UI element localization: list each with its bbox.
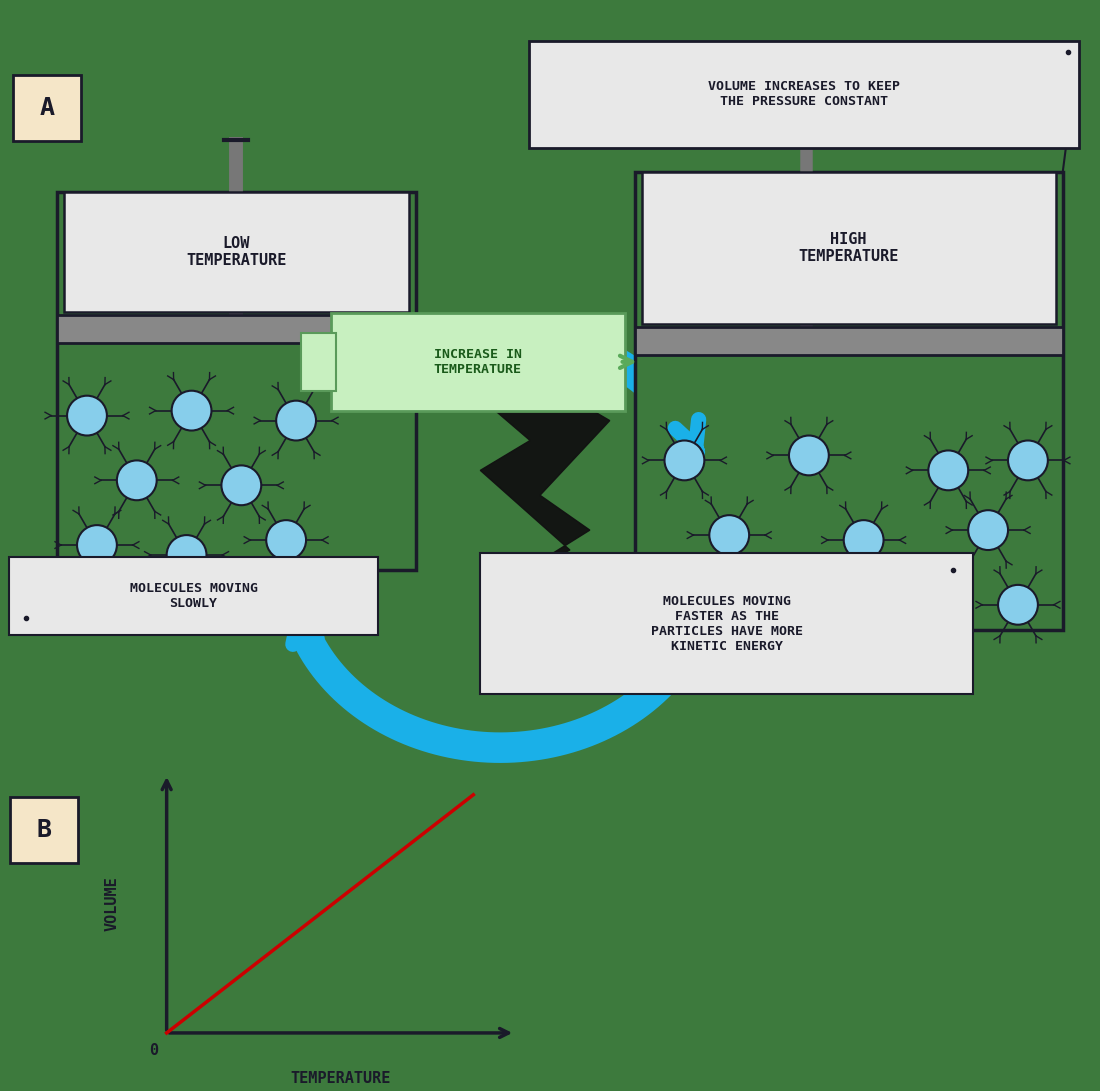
FancyBboxPatch shape bbox=[13, 75, 81, 141]
Polygon shape bbox=[461, 381, 609, 580]
Text: MOLECULES MOVING
FASTER AS THE
PARTICLES HAVE MORE
KINETIC ENERGY: MOLECULES MOVING FASTER AS THE PARTICLES… bbox=[651, 595, 803, 652]
Circle shape bbox=[844, 520, 883, 560]
Circle shape bbox=[710, 515, 749, 555]
Circle shape bbox=[266, 520, 306, 560]
Text: A: A bbox=[40, 96, 55, 120]
Text: MOLECULES MOVING
SLOWLY: MOLECULES MOVING SLOWLY bbox=[130, 582, 257, 610]
Circle shape bbox=[654, 585, 694, 625]
Text: VOLUME: VOLUME bbox=[104, 876, 120, 931]
Circle shape bbox=[1008, 441, 1048, 480]
FancyBboxPatch shape bbox=[10, 796, 78, 863]
Circle shape bbox=[998, 585, 1038, 625]
Circle shape bbox=[928, 451, 968, 490]
Text: LOW
TEMPERATURE: LOW TEMPERATURE bbox=[186, 236, 286, 268]
FancyBboxPatch shape bbox=[9, 558, 377, 635]
Circle shape bbox=[167, 535, 207, 575]
Text: HIGH
TEMPERATURE: HIGH TEMPERATURE bbox=[799, 231, 899, 264]
Circle shape bbox=[899, 575, 938, 614]
Circle shape bbox=[117, 460, 156, 501]
Circle shape bbox=[221, 466, 261, 505]
Text: TEMPERATURE: TEMPERATURE bbox=[290, 1070, 392, 1086]
FancyBboxPatch shape bbox=[64, 192, 408, 312]
FancyBboxPatch shape bbox=[481, 553, 974, 694]
Circle shape bbox=[67, 396, 107, 435]
Text: B: B bbox=[36, 818, 52, 842]
Text: 0: 0 bbox=[150, 1043, 158, 1058]
FancyBboxPatch shape bbox=[57, 192, 416, 570]
FancyBboxPatch shape bbox=[641, 171, 1056, 324]
Circle shape bbox=[664, 441, 704, 480]
FancyBboxPatch shape bbox=[301, 333, 336, 391]
Circle shape bbox=[789, 435, 828, 476]
FancyBboxPatch shape bbox=[635, 171, 1063, 630]
Text: INCREASE IN
TEMPERATURE: INCREASE IN TEMPERATURE bbox=[433, 348, 521, 375]
FancyBboxPatch shape bbox=[635, 327, 1063, 355]
Circle shape bbox=[968, 511, 1008, 550]
Circle shape bbox=[172, 391, 211, 431]
FancyBboxPatch shape bbox=[57, 315, 416, 343]
Circle shape bbox=[77, 525, 117, 565]
Circle shape bbox=[276, 400, 316, 441]
FancyBboxPatch shape bbox=[331, 313, 625, 410]
Text: VOLUME INCREASES TO KEEP
THE PRESSURE CONSTANT: VOLUME INCREASES TO KEEP THE PRESSURE CO… bbox=[708, 81, 900, 108]
FancyBboxPatch shape bbox=[529, 41, 1079, 147]
Circle shape bbox=[764, 595, 804, 635]
